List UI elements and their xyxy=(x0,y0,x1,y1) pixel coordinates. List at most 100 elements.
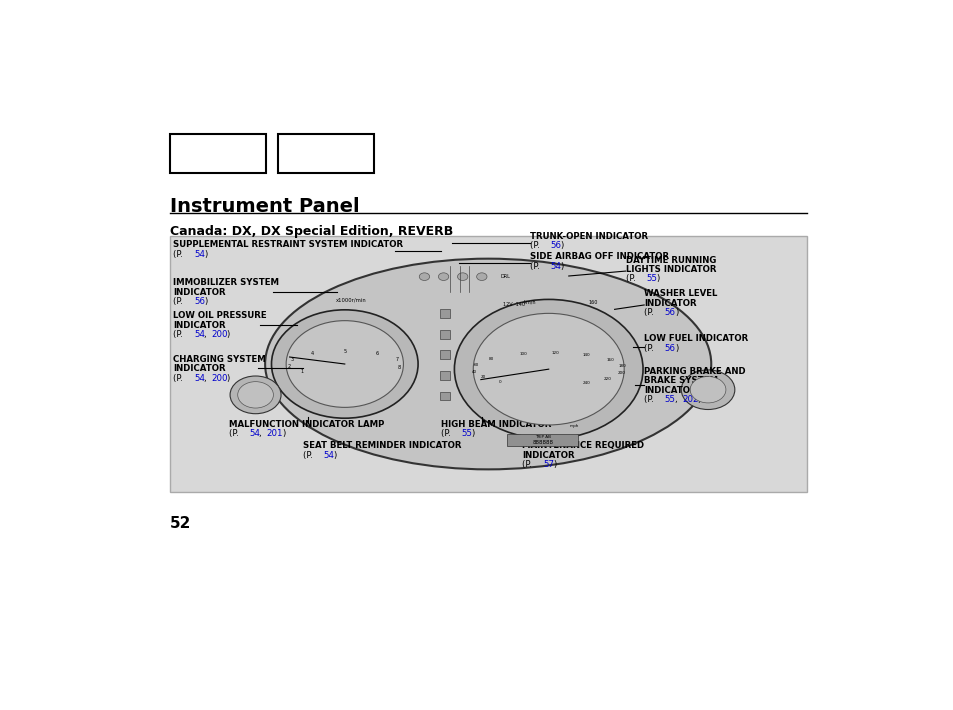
Text: IMMOBILIZER SYSTEM: IMMOBILIZER SYSTEM xyxy=(173,278,279,288)
Text: LOW OIL PRESSURE: LOW OIL PRESSURE xyxy=(173,311,267,320)
Text: DRL: DRL xyxy=(500,274,510,279)
Text: 56: 56 xyxy=(664,308,675,317)
Text: (P.: (P. xyxy=(173,373,186,383)
Bar xyxy=(278,134,374,173)
Text: SUPPLEMENTAL RESTRAINT SYSTEM INDICATOR: SUPPLEMENTAL RESTRAINT SYSTEM INDICATOR xyxy=(173,240,403,249)
Text: SEAT BELT REMINDER INDICATOR: SEAT BELT REMINDER INDICATOR xyxy=(302,442,460,450)
Text: ): ) xyxy=(226,330,230,339)
Bar xyxy=(439,371,450,380)
Text: km/h: km/h xyxy=(523,300,536,305)
Text: 160: 160 xyxy=(606,358,614,361)
Circle shape xyxy=(473,313,623,425)
Text: 160: 160 xyxy=(588,300,598,305)
Bar xyxy=(507,435,577,447)
Text: 200: 200 xyxy=(212,330,228,339)
Bar xyxy=(439,310,450,318)
Circle shape xyxy=(689,376,725,403)
Text: INDICATOR: INDICATOR xyxy=(643,299,696,307)
Bar xyxy=(439,392,450,400)
Text: ,: , xyxy=(204,373,209,383)
Text: 240: 240 xyxy=(582,381,590,386)
Text: BRAKE SYSTEM: BRAKE SYSTEM xyxy=(643,376,718,386)
Text: LOW FUEL INDICATOR: LOW FUEL INDICATOR xyxy=(643,334,748,343)
Text: 80: 80 xyxy=(488,356,494,361)
Bar xyxy=(439,330,450,339)
Text: 180: 180 xyxy=(618,364,626,368)
Text: 100: 100 xyxy=(518,351,526,356)
Text: ,: , xyxy=(674,395,679,404)
Text: 888888: 888888 xyxy=(532,440,553,445)
Bar xyxy=(170,134,265,173)
Bar xyxy=(170,236,806,493)
Text: ): ) xyxy=(656,274,659,283)
Text: mph: mph xyxy=(569,424,578,427)
Circle shape xyxy=(230,376,281,414)
Text: MALFUNCTION INDICATOR LAMP: MALFUNCTION INDICATOR LAMP xyxy=(229,420,384,429)
Text: ): ) xyxy=(226,373,230,383)
Text: TRIP AB: TRIP AB xyxy=(535,435,550,439)
Text: 54: 54 xyxy=(193,373,205,383)
Text: 54: 54 xyxy=(323,451,334,459)
Text: 220: 220 xyxy=(603,377,611,381)
Bar xyxy=(439,351,450,359)
Text: LIGHTS INDICATOR: LIGHTS INDICATOR xyxy=(625,265,716,274)
Text: ): ) xyxy=(282,429,285,438)
Text: (P.: (P. xyxy=(643,344,656,353)
Text: DAYTIME RUNNING: DAYTIME RUNNING xyxy=(625,256,716,265)
Text: 52: 52 xyxy=(170,515,191,531)
Text: 12V  140: 12V 140 xyxy=(502,302,524,307)
Text: (P.: (P. xyxy=(643,308,656,317)
Text: INDICATOR: INDICATOR xyxy=(173,364,226,373)
Text: ): ) xyxy=(559,261,563,271)
Text: (P.: (P. xyxy=(529,261,541,271)
Text: ): ) xyxy=(674,308,678,317)
Text: 55: 55 xyxy=(461,429,472,438)
Text: ): ) xyxy=(333,451,336,459)
Circle shape xyxy=(438,273,448,280)
Text: 56: 56 xyxy=(664,344,675,353)
Text: 55: 55 xyxy=(646,274,657,283)
Text: 54: 54 xyxy=(193,249,205,258)
Text: 201: 201 xyxy=(267,429,283,438)
Circle shape xyxy=(237,382,274,408)
Text: 55: 55 xyxy=(664,395,675,404)
Text: (P.: (P. xyxy=(173,249,186,258)
Text: 6: 6 xyxy=(375,351,378,356)
Text: Instrument Panel: Instrument Panel xyxy=(170,197,358,217)
Text: INDICATOR: INDICATOR xyxy=(521,451,575,459)
Circle shape xyxy=(286,321,403,408)
Text: 0: 0 xyxy=(498,380,501,384)
Circle shape xyxy=(680,370,734,410)
Text: 200: 200 xyxy=(617,371,624,376)
Text: Canada: DX, DX Special Edition, REVERB: Canada: DX, DX Special Edition, REVERB xyxy=(170,224,453,238)
Text: 56: 56 xyxy=(550,241,560,251)
Text: CHARGING SYSTEM: CHARGING SYSTEM xyxy=(173,355,266,364)
Text: 5: 5 xyxy=(343,349,346,354)
Text: 120: 120 xyxy=(551,351,558,355)
Text: 3: 3 xyxy=(291,357,294,362)
Circle shape xyxy=(457,273,467,280)
Text: SIDE AIRBAG OFF INDICATOR: SIDE AIRBAG OFF INDICATOR xyxy=(529,252,668,261)
Text: ): ) xyxy=(204,297,207,306)
Text: 40: 40 xyxy=(472,370,476,374)
Text: ,: , xyxy=(259,429,265,438)
Text: (P.: (P. xyxy=(625,274,638,283)
Circle shape xyxy=(476,273,486,280)
Text: x1000r/min: x1000r/min xyxy=(335,297,366,302)
Text: ): ) xyxy=(674,344,678,353)
Text: 56: 56 xyxy=(193,297,205,306)
Text: 60: 60 xyxy=(473,363,478,367)
Text: ): ) xyxy=(471,429,475,438)
Text: 8: 8 xyxy=(397,365,400,370)
Text: ): ) xyxy=(204,249,207,258)
Text: (P.: (P. xyxy=(229,429,241,438)
Text: INDICATOR: INDICATOR xyxy=(173,321,226,329)
Text: ): ) xyxy=(559,241,563,251)
Circle shape xyxy=(454,300,642,439)
Text: (P.: (P. xyxy=(173,330,186,339)
Text: 54: 54 xyxy=(550,261,560,271)
Text: 2: 2 xyxy=(288,364,291,368)
Text: ,: , xyxy=(204,330,209,339)
Text: INDICATOR: INDICATOR xyxy=(173,288,226,297)
Text: 20: 20 xyxy=(480,376,486,379)
